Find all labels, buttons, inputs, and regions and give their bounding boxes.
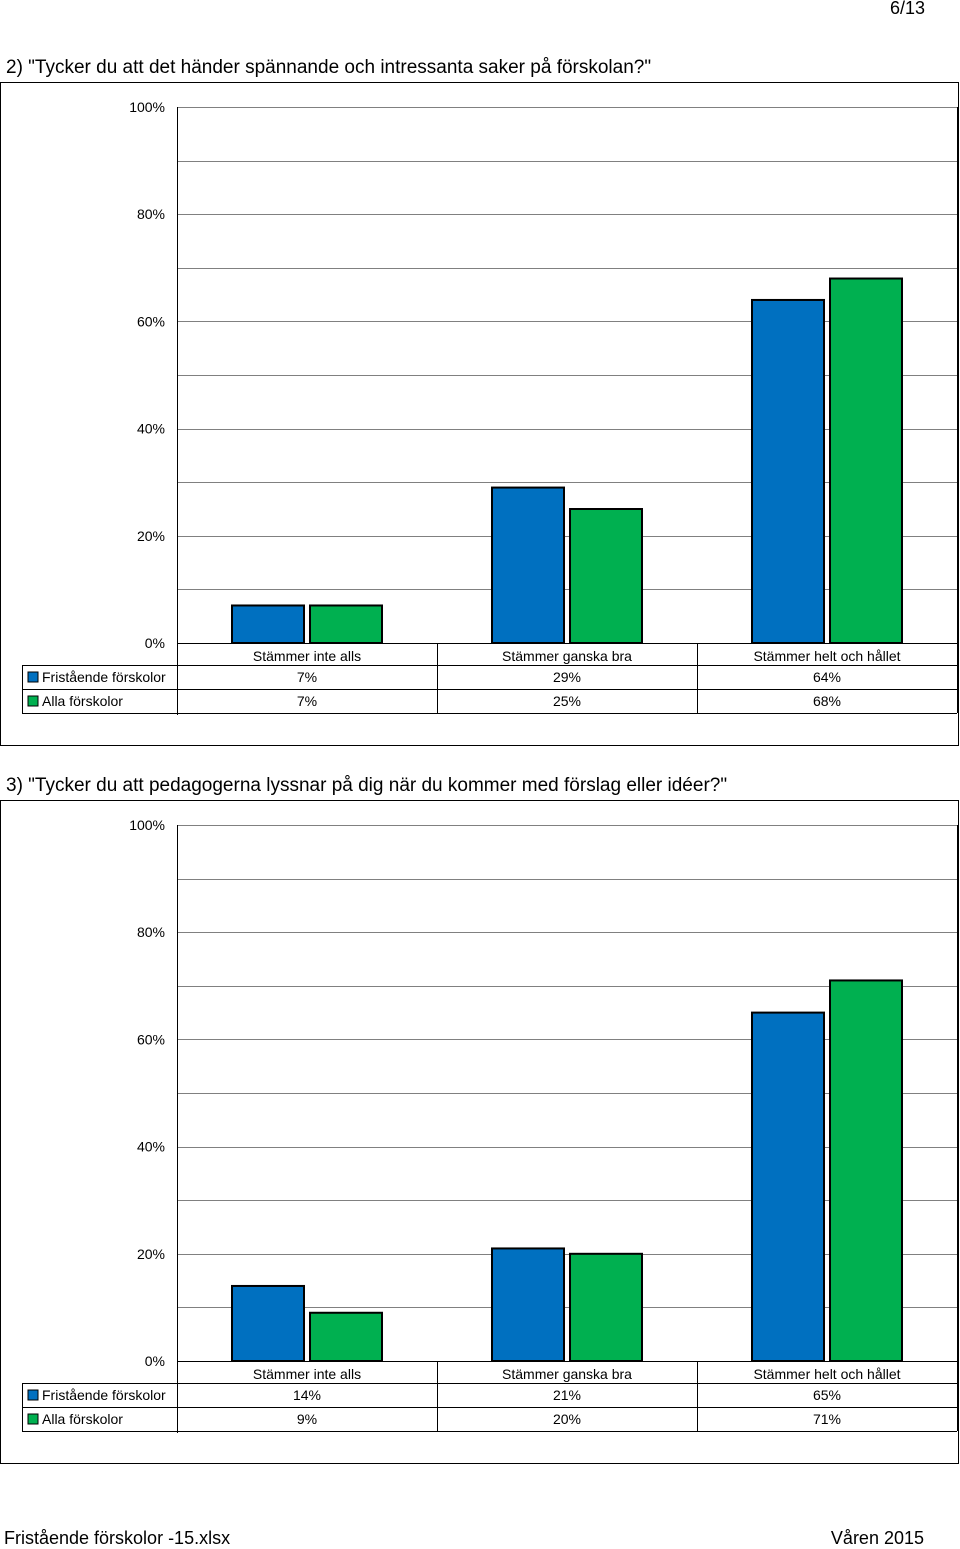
category-label: Stämmer helt och hållet [753,1366,900,1382]
data-label: 65% [813,1387,841,1403]
y-tick-label: 80% [137,206,165,222]
legend-key-fristaende [27,1389,39,1401]
data-label: 7% [297,693,317,709]
y-tick-label: 0% [145,1353,165,1369]
chart-1: 0% 20% 40% 60% 80% 100% Stämmer inte alls Stämm… [0,82,959,746]
chart-2: 0% 20% 40% 60% 80% 100% Stämmer inte alls Stämm… [0,800,959,1464]
bar-alla [569,508,643,644]
category-label: Stämmer helt och hållet [753,648,900,664]
data-label: 20% [553,1411,581,1427]
legend-label: Fristående förskolor [42,669,166,685]
bar-fristaende [491,486,565,644]
data-label: 7% [297,669,317,685]
y-tick-label: 40% [137,1139,165,1155]
category-label: Stämmer ganska bra [502,1366,632,1382]
data-label: 64% [813,669,841,685]
chart-frame [0,82,959,746]
legend-label: Alla förskolor [42,693,123,709]
bar-fristaende [751,298,825,645]
bar-fristaende [491,1247,565,1362]
legend-key-fristaende [27,671,39,683]
y-tick-label: 20% [137,528,165,544]
bar-alla [829,979,903,1362]
category-label: Stämmer inte alls [253,648,361,664]
chart-1-title: 2) "Tycker du att det händer spännande o… [6,57,652,78]
y-tick-label: 0% [145,635,165,651]
bar-fristaende [751,1011,825,1362]
bar-alla [309,604,383,644]
category-label: Stämmer ganska bra [502,648,632,664]
legend-key-alla [27,695,39,707]
data-label: 14% [293,1387,321,1403]
chart-2-title: 3) "Tycker du att pedagogerna lyssnar på… [6,775,728,796]
bar-fristaende [231,1284,305,1362]
legend-key-alla [27,1413,39,1425]
y-tick-label: 100% [129,99,165,115]
data-label: 71% [813,1411,841,1427]
chart-frame [0,800,959,1464]
data-label: 68% [813,693,841,709]
data-label: 21% [553,1387,581,1403]
category-label: Stämmer inte alls [253,1366,361,1382]
y-tick-label: 20% [137,1246,165,1262]
footer-filename: Fristående förskolor -15.xlsx [4,1528,231,1548]
y-tick-label: 40% [137,421,165,437]
bar-fristaende [231,604,305,644]
y-tick-label: 60% [137,1031,165,1047]
bar-alla [829,277,903,645]
y-tick-label: 100% [129,817,165,833]
y-tick-label: 80% [137,924,165,940]
y-tick-label: 60% [137,313,165,329]
legend-label: Fristående förskolor [42,1387,166,1403]
data-label: 25% [553,693,581,709]
page-number: 6/13 [889,0,925,18]
footer-term: Våren 2015 [830,1528,924,1548]
bar-alla [569,1252,643,1362]
legend-label: Alla förskolor [42,1411,123,1427]
bar-alla [309,1311,383,1363]
data-label: 9% [297,1411,317,1427]
data-label: 29% [553,669,581,685]
